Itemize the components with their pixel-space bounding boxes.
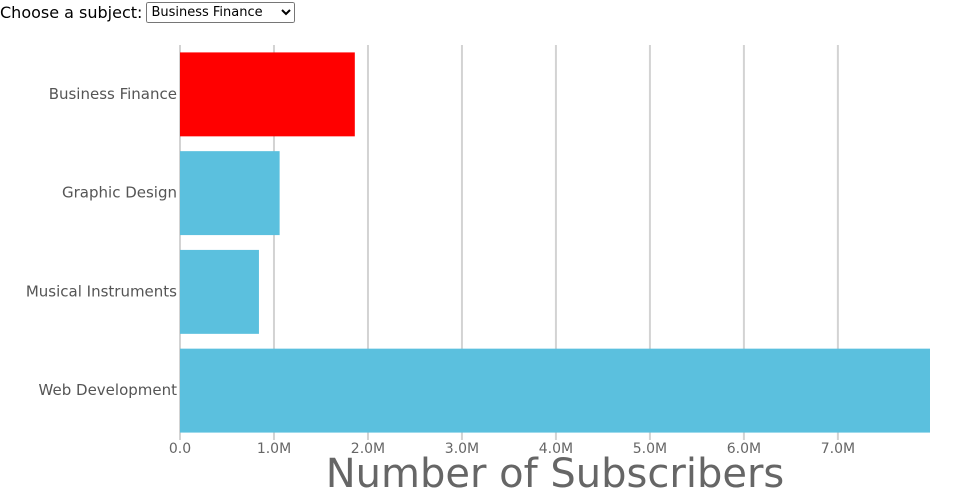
y-tick-label: Web Development bbox=[39, 381, 178, 399]
y-tick-label: Graphic Design bbox=[62, 184, 177, 202]
bar bbox=[180, 151, 280, 236]
x-tick-label: 1.0M bbox=[257, 441, 291, 457]
x-tick-label: 4.0M bbox=[539, 441, 573, 457]
x-tick-label: 2.0M bbox=[351, 441, 385, 457]
control-label: Choose a subject: bbox=[0, 3, 143, 22]
x-tick-label: 0.0 bbox=[169, 441, 191, 457]
y-tick-label: Business Finance bbox=[49, 85, 177, 103]
x-tick-label: 5.0M bbox=[633, 441, 667, 457]
x-tick-label: 7.0M bbox=[821, 441, 855, 457]
x-axis-title: Number of Subscribers bbox=[326, 451, 784, 497]
x-tick-label: 3.0M bbox=[445, 441, 479, 457]
bar bbox=[180, 249, 259, 334]
y-tick-label: Musical Instruments bbox=[26, 282, 177, 300]
bar bbox=[180, 52, 355, 137]
x-tick-label: 6.0M bbox=[727, 441, 761, 457]
bar bbox=[180, 348, 930, 433]
subject-control: Choose a subject: Business FinanceGraphi… bbox=[0, 2, 296, 23]
